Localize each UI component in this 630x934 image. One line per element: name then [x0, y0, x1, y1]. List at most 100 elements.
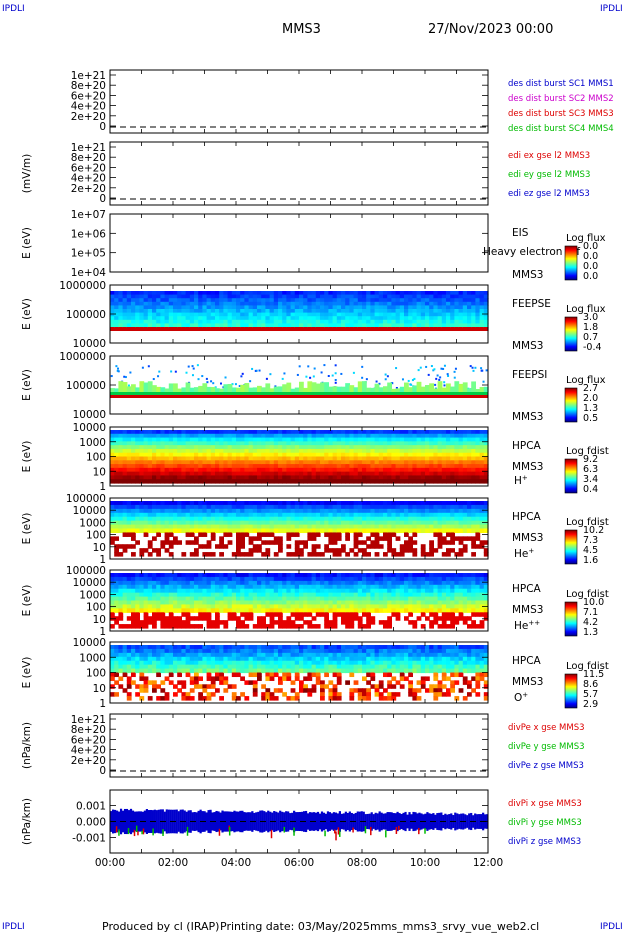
heatmap-cell: [273, 312, 279, 317]
heatmap-cell: [332, 298, 338, 303]
heatmap-cell: [206, 620, 212, 625]
heatmap-cell: [345, 312, 350, 317]
heatmap-cell: [412, 475, 418, 480]
heatmap-cell: [223, 584, 229, 590]
heatmap-cell: [248, 433, 254, 439]
heatmap-cell: [261, 520, 266, 526]
heatmap-cell: [223, 576, 229, 582]
heatmap-cell: [210, 504, 216, 510]
heatmap-cell: [311, 437, 317, 442]
heatmap-cell: [469, 365, 472, 368]
heatmap-cell: [219, 516, 224, 522]
heatmap-cell: [236, 298, 241, 303]
heatmap-cell: [471, 430, 476, 435]
heatmap-cell: [215, 576, 220, 582]
heatmap-cell: [353, 475, 359, 480]
heatmap-cell: [336, 516, 342, 522]
heatmap-cell: [357, 528, 363, 534]
heatmap-cell: [168, 305, 174, 310]
heatmap-cell: [282, 576, 287, 582]
heatmap-cell: [114, 430, 119, 435]
heatmap-cell: [441, 600, 447, 606]
heatmap-cell: [412, 508, 418, 514]
heatmap-cell: [252, 475, 258, 480]
heatmap-cell: [118, 624, 124, 629]
heatmap-cell: [202, 323, 208, 328]
heatmap-cell: [244, 383, 250, 392]
heatmap-cell: [114, 301, 119, 306]
heatmap-cell: [240, 456, 245, 461]
heatmap-cell: [131, 512, 136, 518]
heatmap-cell: [395, 312, 401, 317]
heatmap-cell: [404, 501, 409, 506]
heatmap-cell: [441, 540, 447, 545]
heatmap-cell: [420, 437, 426, 442]
heatmap-cell: [383, 319, 388, 324]
heatmap-cell: [353, 464, 359, 469]
heatmap-cell: [383, 501, 388, 506]
heatmap-cell: [336, 512, 342, 518]
heatmap-cell: [244, 479, 250, 484]
heatmap-cell: [320, 298, 325, 303]
heatmap-cell: [152, 441, 157, 446]
heatmap-cell: [458, 524, 464, 530]
heatmap-cell: [416, 616, 422, 621]
heatmap-cell: [479, 312, 485, 317]
heatmap-cell: [240, 298, 245, 303]
heatmap-cell: [437, 516, 443, 522]
heatmap-cell: [429, 471, 434, 477]
heatmap-cell: [454, 467, 460, 473]
heatmap-cell: [485, 369, 488, 372]
heatmap-cell: [168, 532, 174, 537]
heatmap-cell: [349, 501, 355, 506]
heatmap-cell: [395, 608, 401, 613]
heatmap-cell: [315, 552, 321, 557]
heatmap-cell: [441, 479, 447, 484]
heatmap-cell: [131, 319, 136, 324]
heatmap-cell: [378, 600, 384, 606]
heatmap-cell: [324, 479, 329, 484]
heatmap-cell: [198, 592, 203, 598]
heatmap-cell: [467, 298, 472, 303]
heatmap-cell: [479, 305, 485, 310]
heatmap-cell: [345, 327, 350, 331]
heatmap-cell: [345, 536, 350, 541]
heatmap-cell: [265, 604, 271, 609]
heatmap-cell: [202, 316, 208, 321]
heatmap-cell: [206, 305, 212, 310]
heatmap-cell: [278, 544, 283, 549]
heatmap-cell: [240, 467, 245, 473]
heatmap-cell: [433, 508, 439, 514]
heatmap-cell: [198, 604, 203, 609]
heatmap-cell: [303, 467, 308, 473]
heatmap-cell: [286, 580, 292, 586]
heatmap-cell: [307, 573, 313, 578]
heatmap-cell: [483, 588, 489, 594]
heatmap-cell: [345, 520, 350, 526]
heatmap-cell: [122, 471, 128, 477]
heatmap-cell: [249, 380, 252, 383]
heatmap-cell: [416, 479, 422, 484]
heatmap-cell: [479, 508, 485, 514]
heatmap-cell: [450, 319, 455, 324]
heatmap-cell: [370, 323, 376, 328]
heatmap-cell: [324, 576, 329, 582]
heatmap-cell: [374, 608, 380, 613]
heatmap-cell: [294, 552, 300, 557]
heatmap-cell: [223, 596, 229, 602]
heatmap-cell: [244, 512, 250, 518]
heatmap-cell: [139, 512, 145, 518]
heatmap-cell: [139, 620, 145, 625]
heatmap-cell: [143, 528, 149, 534]
heatmap-cell: [118, 298, 124, 303]
heatmap-cell: [479, 520, 485, 526]
heatmap-cell: [471, 464, 476, 469]
heatmap-cell: [227, 516, 233, 522]
heatmap-cell: [328, 479, 334, 484]
heatmap-cell: [311, 294, 317, 299]
heatmap-cell: [303, 301, 308, 306]
heatmap-cell: [303, 576, 308, 582]
heatmap-cell: [168, 608, 174, 613]
heatmap-cell: [391, 316, 397, 321]
heatmap-cell: [311, 524, 317, 530]
